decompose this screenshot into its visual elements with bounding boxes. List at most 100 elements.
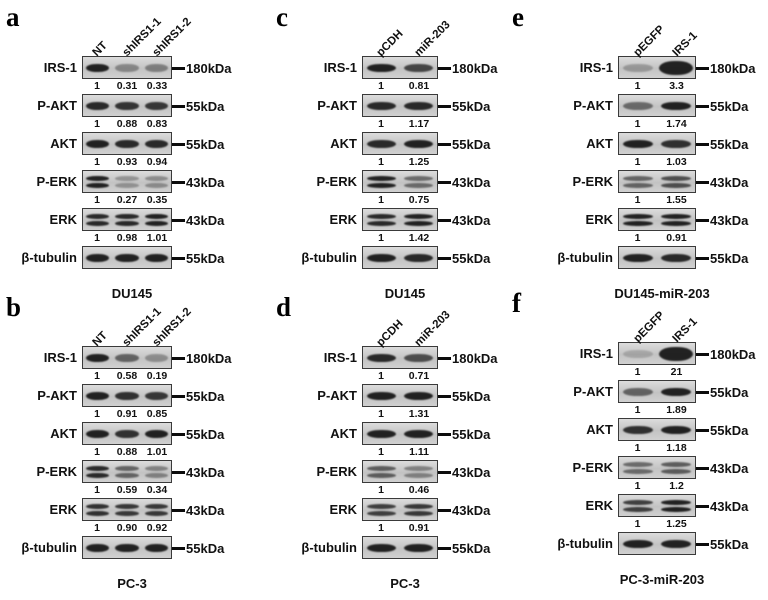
blot-image	[362, 384, 438, 407]
blot-lane	[142, 171, 171, 192]
blot-row--tubulin: β-tubulin 55kDa	[276, 246, 498, 284]
band-quantification: 0.19	[146, 369, 168, 382]
blot-image	[362, 246, 438, 269]
blot-image	[618, 246, 696, 269]
protein-band	[115, 253, 139, 262]
protein-band	[85, 220, 110, 226]
blot-lane	[619, 495, 657, 516]
blot-lane	[400, 57, 437, 78]
protein-band	[622, 425, 654, 434]
protein-band	[144, 220, 169, 226]
lane-label: miR-203	[412, 18, 453, 59]
blot-row-IRS-1: IRS-1 1 3.3 180kDa	[512, 56, 756, 94]
band-quantification: 1	[378, 231, 384, 244]
mw-marker: 55kDa	[438, 94, 490, 119]
mw-marker-label: 55kDa	[710, 251, 749, 266]
mw-marker: 43kDa	[172, 208, 224, 233]
quantification-values: 1 0.98 1.01	[82, 231, 172, 244]
mw-marker: 55kDa	[172, 384, 224, 409]
mw-marker: 180kDa	[438, 56, 498, 81]
band-quantification: 1.01	[146, 231, 168, 244]
blot-image	[82, 94, 172, 117]
protein-band	[115, 182, 139, 188]
lane-label: IRS-1	[670, 315, 700, 345]
blot-column: 1 1.18	[618, 418, 696, 454]
blot-lane	[619, 209, 657, 230]
blot-column: 1 0.88 0.83	[82, 94, 172, 130]
cell-line-label: DU145-miR-203	[614, 286, 710, 301]
blot-row-ERK: ERK 1 0.98 1.01 43kDa	[6, 208, 232, 246]
blot-image	[362, 346, 438, 369]
band-quantification: 1	[634, 117, 641, 130]
blot-row-P-ERK: P-ERK 1 0.46 43kDa	[276, 460, 498, 498]
protein-band	[366, 175, 397, 181]
mw-tick-line	[438, 181, 451, 184]
mw-marker-label: 43kDa	[452, 503, 491, 518]
blot-column	[362, 246, 438, 269]
mw-tick-line	[172, 395, 185, 398]
protein-band	[144, 510, 169, 516]
protein-label: P-AKT	[37, 388, 77, 403]
mw-marker: 55kDa	[172, 246, 224, 271]
quantification-values: 1 0.88 1.01	[82, 445, 172, 458]
blot-panel-c: c pCDH miR-203 IRS-1 1 0.81 180kDa P-AKT 1 1.17 55…	[276, 4, 498, 302]
blot-image	[82, 208, 172, 231]
blot-lane	[83, 247, 112, 268]
mw-marker-label: 55kDa	[186, 137, 225, 152]
blot-column: 1 0.91 0.85	[82, 384, 172, 420]
blot-image	[82, 498, 172, 521]
quantification-values: 1 0.71	[362, 369, 438, 382]
band-quantification: 1	[634, 231, 641, 244]
blot-column: 1 0.88 1.01	[82, 422, 172, 458]
blot-column: 1 1.11	[362, 422, 438, 458]
blot-row-IRS-1: IRS-1 1 0.31 0.33 180kDa	[6, 56, 232, 94]
blot-image	[618, 380, 696, 403]
band-quantification: 1.18	[666, 441, 687, 454]
protein-band	[403, 253, 434, 262]
blot-column: 1 0.59 0.34	[82, 460, 172, 496]
blot-lane	[657, 57, 695, 78]
protein-band	[660, 506, 692, 512]
mw-tick-line	[696, 505, 709, 508]
protein-band	[622, 253, 654, 262]
protein-band	[144, 213, 169, 219]
blot-column: 1 1.42	[362, 208, 438, 244]
blot-lane	[363, 423, 400, 444]
mw-tick-line	[438, 547, 451, 550]
blot-lane	[400, 461, 437, 482]
band-quantification: 1	[94, 445, 100, 458]
blot-lane	[400, 95, 437, 116]
mw-marker-label: 55kDa	[710, 137, 749, 152]
protein-label: ERK	[49, 502, 77, 517]
protein-band	[660, 499, 692, 505]
protein-band	[85, 391, 110, 400]
protein-label: P-ERK	[316, 174, 357, 189]
blot-lane	[400, 499, 437, 520]
mw-tick-line	[172, 357, 185, 360]
protein-band	[115, 510, 139, 516]
mw-marker-label: 55kDa	[186, 541, 225, 556]
blot-lane	[619, 133, 657, 154]
blot-lane	[619, 171, 657, 192]
mw-tick-line	[696, 181, 709, 184]
mw-marker: 55kDa	[438, 422, 490, 447]
quantification-values: 1 0.91	[362, 521, 438, 534]
blot-image	[82, 246, 172, 269]
mw-marker-label: 43kDa	[452, 465, 491, 480]
protein-band	[622, 182, 654, 188]
protein-band	[115, 63, 139, 72]
protein-label: ERK	[49, 212, 77, 227]
band-quantification: 1	[94, 521, 100, 534]
protein-band	[622, 220, 654, 226]
mw-marker: 43kDa	[172, 170, 224, 195]
blot-lane	[363, 209, 400, 230]
protein-band	[115, 429, 139, 438]
band-quantification: 0.85	[146, 407, 168, 420]
band-quantification: 0.59	[116, 483, 138, 496]
band-quantification: 0.71	[408, 369, 430, 382]
protein-band	[622, 349, 654, 358]
protein-band	[144, 472, 169, 478]
blot-lane	[83, 209, 112, 230]
blot-column: 1 1.03	[618, 132, 696, 168]
protein-band	[366, 465, 397, 471]
